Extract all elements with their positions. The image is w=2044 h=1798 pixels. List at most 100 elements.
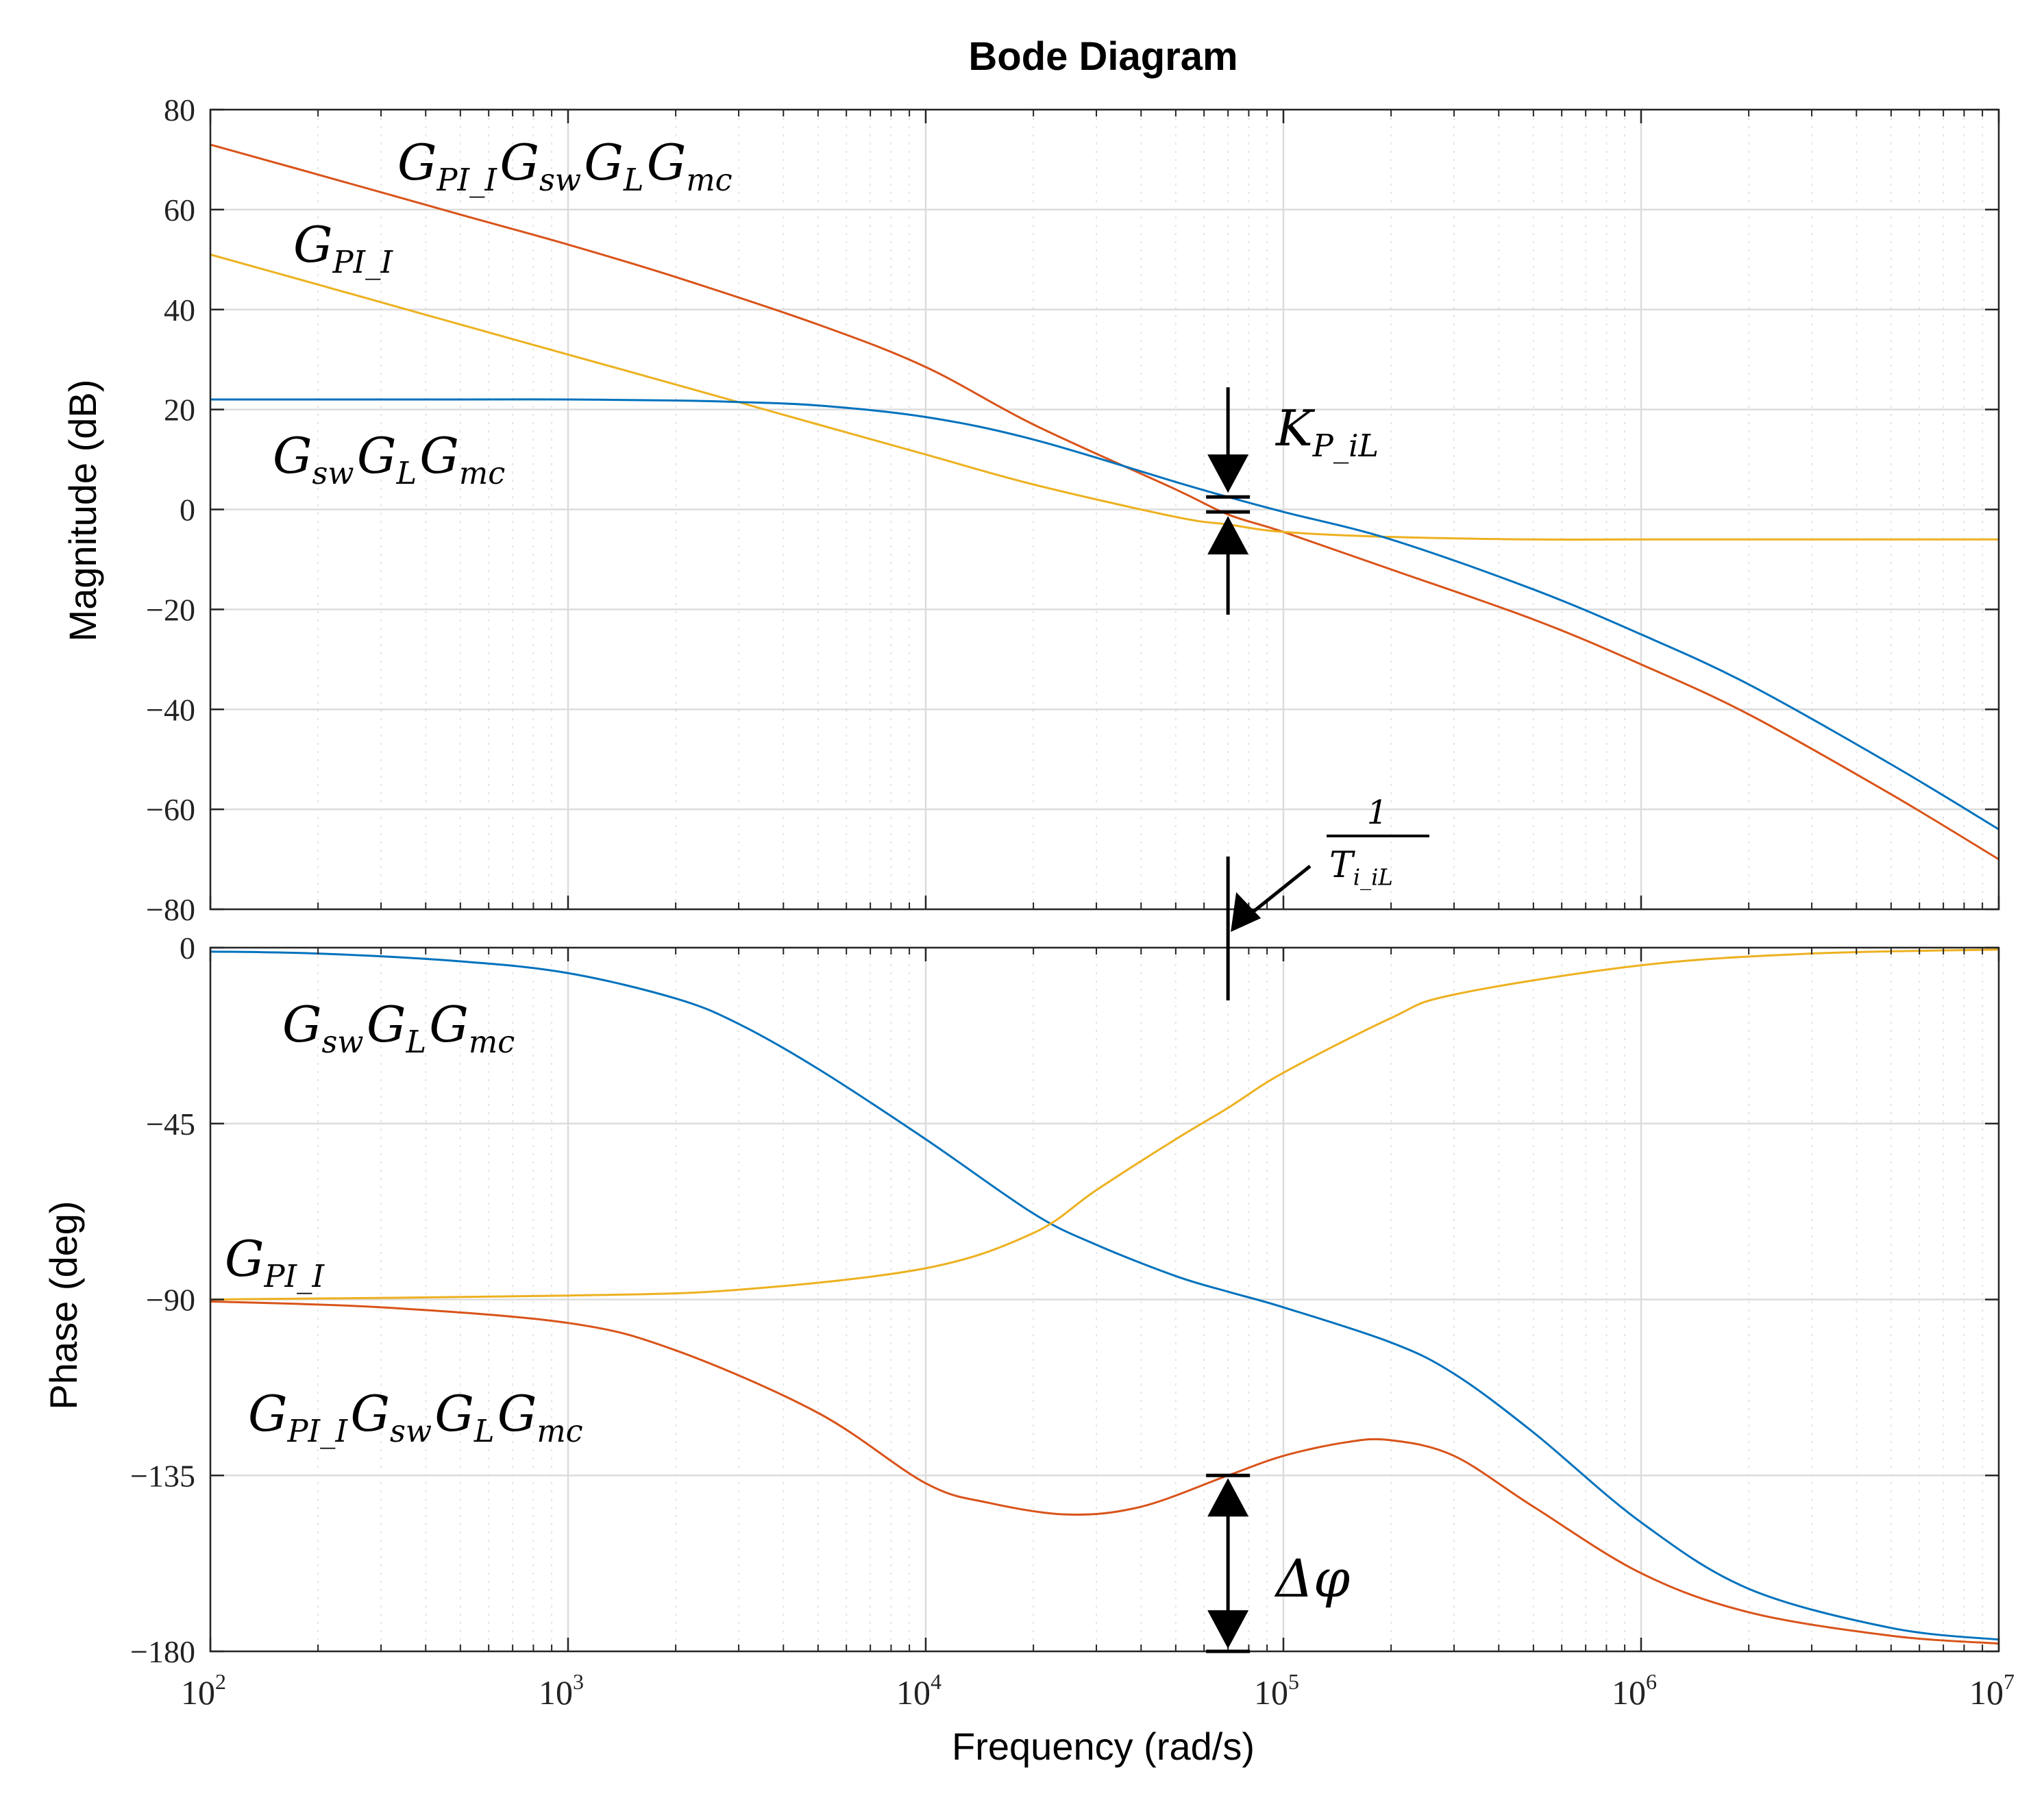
- magnitude-label-loop: GPI_I Gsw GL Gmc: [397, 134, 735, 198]
- label-subscript: L: [473, 1414, 495, 1449]
- label-subscript: sw: [539, 162, 581, 198]
- phase-margin-label: Δφ: [1274, 1548, 1350, 1609]
- magnitude-ytick-label: −40: [146, 692, 195, 727]
- series-layer: [210, 143, 1999, 1645]
- label-symbol: G: [293, 216, 333, 273]
- phase-label-pi: GPI_I: [225, 1230, 327, 1294]
- x-tick-base: 10: [1254, 1673, 1288, 1712]
- label-subscript: mc: [686, 162, 732, 198]
- phase-series-plant: [210, 950, 1999, 1641]
- integral-fraction-denominator: Ti_iL: [1329, 845, 1395, 890]
- magnitude-ytick-label: −80: [146, 892, 195, 927]
- label-spacer: [515, 1029, 517, 1046]
- x-tick-exponent: 3: [573, 1669, 584, 1694]
- label-symbol: G: [429, 996, 469, 1053]
- integral-arrow-shaft: [1247, 865, 1312, 917]
- label-spacer: [1379, 432, 1381, 450]
- x-tick-label: 107: [1969, 1669, 2015, 1712]
- gain-arrow-down-head: [1207, 454, 1249, 493]
- label-subscript: mc: [459, 456, 505, 491]
- magnitude-ytick-label: −20: [146, 592, 195, 627]
- x-axis-title: Frequency (rad/s): [952, 1725, 1255, 1768]
- label-symbol: G: [419, 427, 459, 484]
- label-subscript: PI_I: [287, 1414, 349, 1449]
- magnitude-ytick-label: 80: [164, 93, 195, 127]
- label-symbol: G: [273, 427, 312, 484]
- gain-arrow-up-head: [1207, 516, 1249, 555]
- label-symbol: G: [248, 1385, 288, 1442]
- phase-ytick-label: −45: [146, 1107, 195, 1142]
- phase-ytick-label: 0: [180, 931, 195, 965]
- label-spacer: [505, 460, 508, 477]
- label-symbol: G: [225, 1230, 264, 1288]
- label-subscript: sw: [390, 1414, 432, 1449]
- magnitude-plot-frame: [209, 108, 2000, 911]
- y-axis-title-phase: Phase (deg): [42, 1200, 85, 1409]
- chart-title: Bode Diagram: [968, 34, 1238, 79]
- label-subscript: PI_I: [264, 1259, 325, 1294]
- label-subscript: sw: [312, 456, 354, 491]
- magnitude-label-pi: GPI_I: [293, 216, 395, 280]
- label-symbol: G: [357, 427, 397, 484]
- x-tick-exponent: 5: [1288, 1669, 1299, 1694]
- x-tick-base: 10: [539, 1673, 573, 1712]
- x-tick-exponent: 7: [2004, 1669, 2015, 1694]
- label-symbol: K: [1275, 399, 1316, 457]
- label-symbol: T: [1329, 845, 1355, 886]
- label-spacer: [732, 167, 735, 184]
- magnitude-ytick-label: 20: [164, 393, 195, 428]
- phase-ytick-label: −180: [130, 1634, 195, 1669]
- x-tick-base: 10: [181, 1673, 215, 1712]
- x-tick-label: 103: [539, 1669, 584, 1712]
- phase-series-loop: [210, 1300, 1999, 1645]
- x-tick-exponent: 2: [215, 1669, 226, 1694]
- label-symbol: G: [434, 1385, 474, 1442]
- phase-ytick-label: −90: [146, 1283, 195, 1318]
- x-tick-label: 106: [1612, 1669, 1657, 1712]
- magnitude-ytick-label: 60: [164, 193, 195, 227]
- label-symbol: G: [500, 134, 539, 191]
- label-subscript: sw: [322, 1024, 364, 1060]
- label-subscript: L: [623, 162, 644, 198]
- annotations-layer: KP_iL 1Ti_iL Δφ: [1206, 387, 1429, 1653]
- magnitude-ytick-label: 0: [180, 493, 195, 528]
- phase-margin-arrow-up-head: [1207, 1478, 1249, 1517]
- label-symbol: G: [647, 134, 687, 191]
- label-subscript: PI_I: [436, 162, 498, 198]
- label-subscript: L: [395, 456, 417, 491]
- phase-label-loop: GPI_I Gsw GL Gmc: [248, 1385, 586, 1449]
- label-spacer: [393, 249, 395, 266]
- x-tick-label: 105: [1254, 1669, 1299, 1712]
- magnitude-label-plant: Gsw GL Gmc: [273, 427, 508, 491]
- label-symbol: G: [397, 134, 437, 191]
- label-spacer: [583, 1418, 586, 1435]
- x-tick-exponent: 6: [1646, 1669, 1657, 1694]
- x-tick-base: 10: [1969, 1673, 2004, 1712]
- phase-label-plant: Gsw GL Gmc: [282, 996, 518, 1060]
- x-tick-label: 102: [181, 1669, 226, 1712]
- x-tick-base: 10: [896, 1673, 931, 1712]
- phase-series-pi: [210, 948, 1999, 1301]
- label-symbol: G: [497, 1385, 537, 1442]
- x-tick-exponent: 4: [931, 1669, 941, 1694]
- label-subscript: mc: [537, 1414, 582, 1449]
- label-subscript: L: [405, 1024, 426, 1060]
- x-tick-label: 104: [896, 1669, 941, 1712]
- magnitude-series-loop: [210, 143, 1999, 861]
- label-symbol: G: [350, 1385, 390, 1442]
- label-symbol: G: [367, 996, 406, 1053]
- label-symbol: G: [282, 996, 322, 1053]
- magnitude-ytick-label: −60: [146, 792, 195, 827]
- label-symbol: G: [584, 134, 624, 191]
- labels-layer: GPI_I Gsw GL Gmc GPI_I Gsw GL Gmc Gsw GL…: [225, 134, 735, 1449]
- phase-margin-arrow-down-head: [1207, 1610, 1249, 1649]
- integral-arrow-head: [1231, 892, 1261, 932]
- label-spacer: [1393, 867, 1395, 880]
- phase-ytick-label: −135: [130, 1458, 195, 1493]
- magnitude-series-pi: [210, 254, 1999, 541]
- label-spacer: [324, 1263, 327, 1280]
- y-axis-title-magnitude: Magnitude (dB): [61, 380, 104, 642]
